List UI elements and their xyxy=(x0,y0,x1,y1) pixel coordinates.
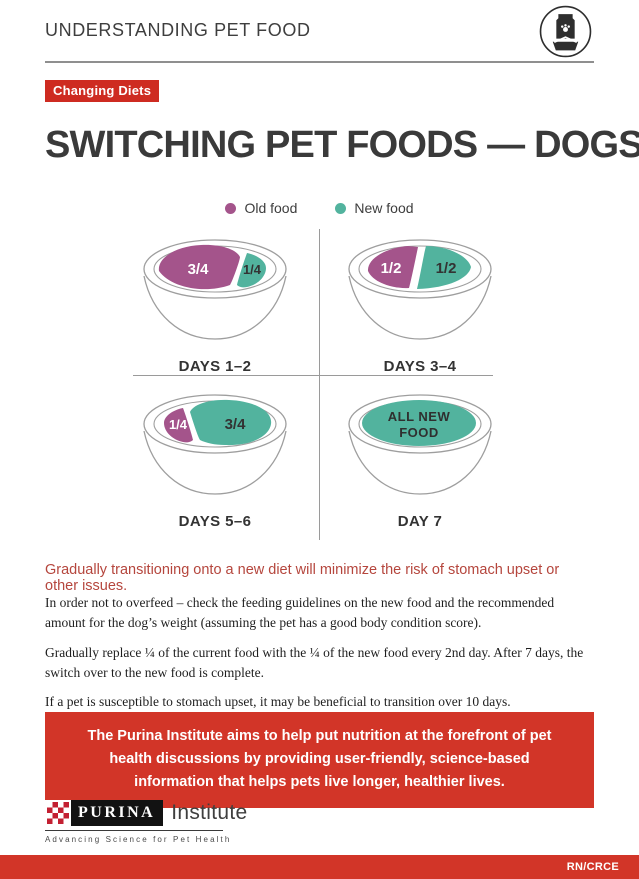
legend-new-label: New food xyxy=(354,200,414,216)
new-fraction-label: 1/4 xyxy=(243,262,262,277)
page-header-title: UNDERSTANDING PET FOOD xyxy=(45,20,311,40)
old-fraction-label: 1/2 xyxy=(381,260,402,277)
logo-row: PURINA Institute xyxy=(45,800,247,826)
bottom-bar: RN/CRCE xyxy=(0,855,639,879)
logo-tagline: Advancing Science for Pet Health xyxy=(45,830,229,844)
bowl-days-1-2: 3/4 1/4 DAYS 1–2 xyxy=(140,236,290,375)
bowl-day-7-graphic: ALL NEW FOOD xyxy=(348,394,492,495)
header-rule xyxy=(45,61,594,63)
legend: Old food New food xyxy=(0,200,639,216)
page-code: RN/CRCE xyxy=(566,861,619,873)
bowl-days-5-6-graphic: 1/4 3/4 xyxy=(143,394,287,495)
old-food-dot-icon xyxy=(225,202,237,214)
new-fraction-label: 3/4 xyxy=(225,416,247,433)
page-title: SWITCHING PET FOODS — DOGS xyxy=(45,124,639,166)
bowl-caption: DAYS 3–4 xyxy=(383,358,457,375)
legend-item-old-food: Old food xyxy=(225,200,297,216)
purina-institute-infobox: The Purina Institute aims to help put nu… xyxy=(45,712,594,808)
bowl-caption: DAYS 5–6 xyxy=(178,513,252,530)
bowl-days-1-2-graphic: 3/4 1/4 xyxy=(143,239,287,340)
paragraph-overfeed: In order not to overfeed – check the fee… xyxy=(45,595,555,631)
horizontal-divider xyxy=(133,375,493,376)
bowl-days-5-6: 1/4 3/4 DAYS 5–6 xyxy=(140,391,290,530)
paragraph-replace-quarter: Gradually replace ¼ of the current food … xyxy=(45,644,584,680)
bowl-caption: DAYS 1–2 xyxy=(178,358,252,375)
vertical-divider xyxy=(319,229,320,540)
bowl-days-3-4: 1/2 1/2 DAYS 3–4 xyxy=(345,236,495,375)
bowl-days-3-4-graphic: 1/2 1/2 xyxy=(348,239,492,340)
all-new-food-label-line2: FOOD xyxy=(399,425,439,440)
body-text: In order not to overfeed – check the fee… xyxy=(45,593,594,721)
purina-brand-text: PURINA xyxy=(78,804,156,821)
bowl-caption: DAY 7 xyxy=(397,513,443,530)
bowl-day-7: ALL NEW FOOD DAY 7 xyxy=(345,391,495,530)
legend-item-new-food: New food xyxy=(335,200,414,216)
purina-wordmark: PURINA xyxy=(45,800,164,826)
legend-old-label: Old food xyxy=(244,200,298,216)
all-new-food-label-line1: ALL NEW xyxy=(388,409,451,424)
purina-checkerboard-icon xyxy=(45,800,71,826)
institute-text: Institute xyxy=(171,801,248,824)
paragraph-susceptible: If a pet is susceptible to stomach upset… xyxy=(45,694,511,709)
pet-food-bag-and-bowl-icon xyxy=(539,5,592,58)
new-fraction-label: 1/2 xyxy=(436,260,457,277)
old-fraction-label: 3/4 xyxy=(188,261,210,278)
purina-institute-logo: PURINA Institute Advancing Science for P… xyxy=(45,800,247,844)
highlight-sentence: Gradually transitioning onto a new diet … xyxy=(45,562,560,594)
section-badge: Changing Diets xyxy=(45,80,160,102)
new-food-dot-icon xyxy=(335,202,347,214)
old-fraction-label: 1/4 xyxy=(169,417,188,432)
